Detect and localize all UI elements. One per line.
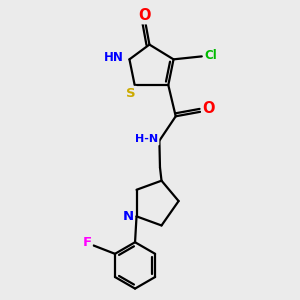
Text: N: N [123,211,134,224]
Text: F: F [82,236,91,249]
Text: Cl: Cl [204,49,217,62]
Text: O: O [202,101,215,116]
Text: HN: HN [104,51,124,64]
Text: H-N: H-N [135,134,158,145]
Text: O: O [139,8,151,23]
Text: S: S [126,87,136,100]
